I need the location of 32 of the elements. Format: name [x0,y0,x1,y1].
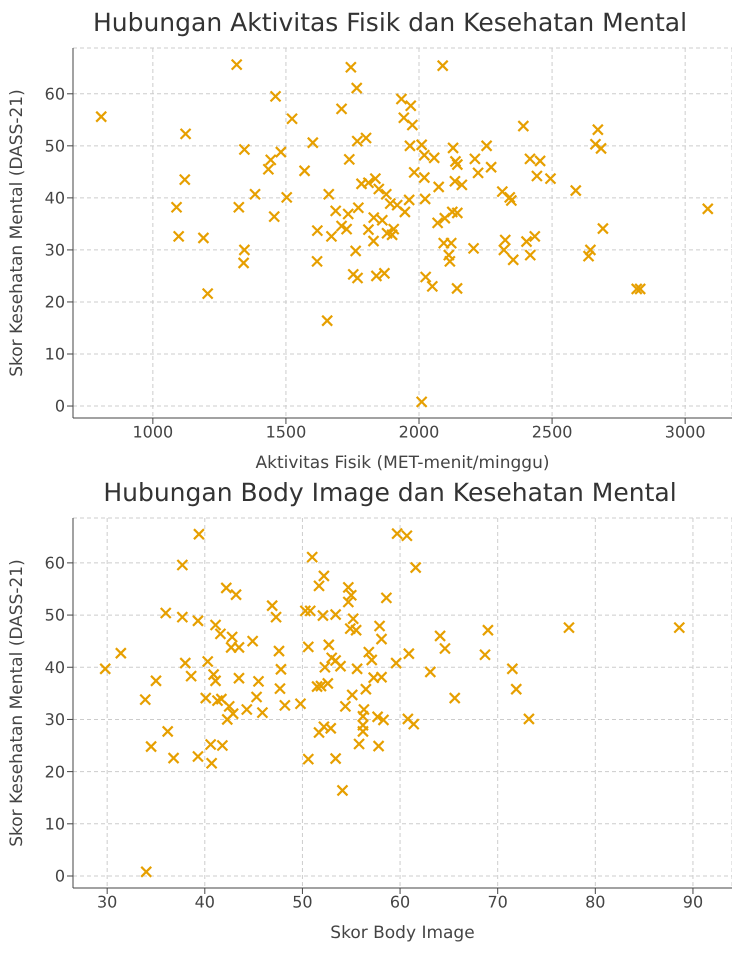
y-tick-label: 40 [44,188,65,208]
y-tick-label: 20 [44,292,65,312]
y-axis-title: Skor Kesehatan Mental (DASS-21) [7,559,28,847]
y-tick-label: 50 [44,136,65,156]
x-tick-label: 60 [390,892,410,912]
x-tick-label: 50 [292,892,313,912]
y-tick-label: 0 [54,396,65,416]
x-tick-label: 40 [194,892,215,912]
chart-title: Hubungan Body Image dan Kesehatan Mental [102,478,678,508]
y-tick-label: 60 [44,84,65,104]
y-tick-label: 40 [44,658,65,677]
x-tick-label: 1000 [132,422,174,442]
x-tick-label: 30 [96,892,118,912]
x-tick-label: 2500 [532,422,572,442]
y-tick-label: 50 [44,606,65,625]
y-tick-label: 60 [44,554,65,573]
x-axis-title: Skor Body Image [330,923,475,943]
y-tick-label: 10 [44,814,65,834]
y-tick-label: 0 [54,866,65,886]
y-tick-label: 20 [44,762,65,782]
x-tick-label: 70 [488,892,508,912]
x-tick-label: 90 [682,892,704,912]
y-tick-label: 10 [44,344,65,364]
x-tick-label: 1500 [266,422,306,442]
x-axis-title: Aktivitas Fisik (MET-menit/minggu) [255,453,550,473]
chart-title: Hubungan Aktivitas Fisik dan Kesehatan Mental [92,8,688,38]
x-tick-label: 2000 [398,422,440,442]
y-tick-label: 30 [44,240,65,260]
x-tick-label: 3000 [664,422,706,442]
y-axis-title: Skor Kesehatan Mental (DASS-21) [7,89,28,377]
y-tick-label: 30 [44,710,65,730]
x-tick-label: 80 [585,892,606,912]
